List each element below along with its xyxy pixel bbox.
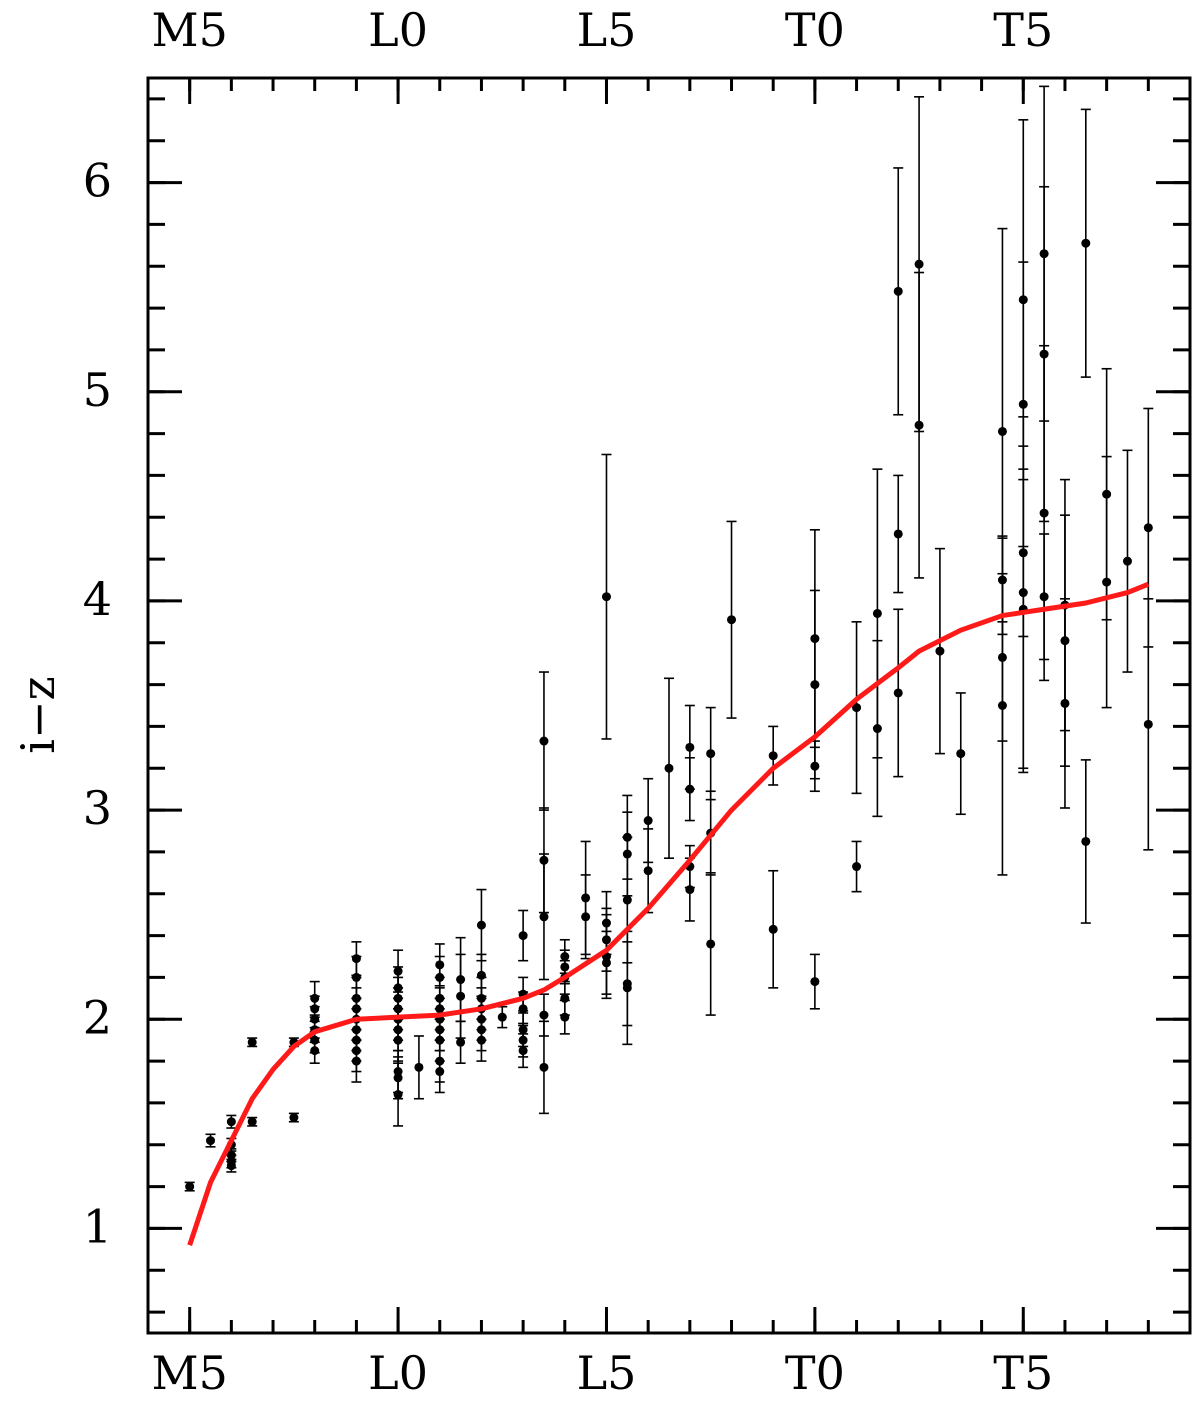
data-point	[997, 701, 1007, 710]
x-tick-label-top: T0	[785, 3, 845, 57]
data-point	[622, 983, 632, 993]
data-point	[226, 1161, 236, 1171]
y-tick-label: 5	[83, 363, 112, 417]
data-point	[518, 1004, 528, 1014]
data-point	[1143, 523, 1153, 533]
data-point	[393, 1090, 403, 1100]
x-tick-label-top: L0	[368, 3, 428, 57]
data-point	[1081, 238, 1091, 248]
data-point	[226, 1117, 236, 1127]
data-point	[1039, 508, 1049, 518]
data-point	[810, 977, 820, 987]
data-point	[456, 991, 466, 1001]
data-point	[956, 749, 966, 759]
data-point	[622, 895, 632, 905]
data-point	[476, 1035, 486, 1045]
x-tick-label: T5	[993, 1346, 1053, 1400]
data-point	[914, 420, 924, 430]
data-point	[414, 1062, 424, 1072]
data-point	[1122, 556, 1132, 566]
data-point	[768, 924, 778, 934]
data-point	[581, 912, 591, 922]
data-point	[518, 1046, 528, 1056]
x-tick-label: L5	[577, 1346, 637, 1400]
data-point	[914, 259, 924, 269]
data-point	[727, 615, 737, 625]
y-tick-label: 4	[83, 572, 112, 626]
data-point	[1102, 577, 1112, 587]
data-point	[247, 1037, 257, 1047]
data-point	[247, 1117, 257, 1127]
data-point	[518, 931, 528, 941]
data-point	[497, 1012, 507, 1022]
data-point	[768, 751, 778, 761]
data-point	[393, 1035, 403, 1045]
data-point	[539, 1062, 549, 1072]
data-point	[206, 1136, 216, 1146]
data-point	[1143, 719, 1153, 729]
x-tick-label-top: M5	[151, 3, 227, 57]
x-tick-label: M5	[151, 1346, 227, 1400]
data-point	[601, 592, 611, 602]
y-tick-label: 6	[83, 154, 112, 208]
x-tick-label: L0	[368, 1346, 428, 1400]
data-point	[1060, 698, 1070, 708]
y-tick-label: 3	[83, 781, 112, 835]
data-point	[456, 1037, 466, 1047]
data-point	[872, 608, 882, 618]
x-tick-label: T0	[785, 1346, 845, 1400]
data-point	[539, 912, 549, 922]
data-point	[1039, 592, 1049, 602]
data-point	[1018, 399, 1028, 409]
plot-frame	[146, 76, 1192, 1335]
y-axis-label: i−z	[11, 676, 65, 754]
data-point	[601, 958, 611, 968]
data-point	[706, 939, 716, 949]
data-point	[351, 1056, 361, 1066]
data-point	[664, 763, 674, 773]
data-point	[643, 866, 653, 876]
x-tick-label-top: L5	[577, 3, 637, 57]
data-point	[706, 749, 716, 759]
data-point	[539, 1010, 549, 1020]
data-point	[997, 426, 1007, 436]
data-point	[893, 688, 903, 698]
data-point	[476, 920, 486, 930]
data-point	[893, 286, 903, 296]
data-point	[185, 1182, 195, 1192]
data-point	[685, 885, 695, 895]
data-point	[539, 736, 549, 746]
data-point	[560, 1012, 570, 1022]
y-tick-label: 1	[83, 1199, 112, 1253]
data-point	[852, 703, 862, 713]
data-point	[643, 816, 653, 826]
data-point	[685, 742, 695, 752]
y-tick-label: 2	[83, 990, 112, 1044]
data-point	[289, 1113, 299, 1123]
data-point	[310, 1046, 320, 1056]
data-point	[685, 784, 695, 794]
fit-line	[187, 581, 1150, 1246]
data-point	[872, 724, 882, 734]
data-point	[852, 862, 862, 872]
x-tick-label-top: T5	[993, 3, 1053, 57]
data-point	[1081, 836, 1091, 846]
data-point	[810, 680, 820, 690]
data-point	[893, 529, 903, 539]
data-point	[935, 646, 945, 656]
data-point	[810, 761, 820, 771]
data-point	[435, 1067, 445, 1077]
